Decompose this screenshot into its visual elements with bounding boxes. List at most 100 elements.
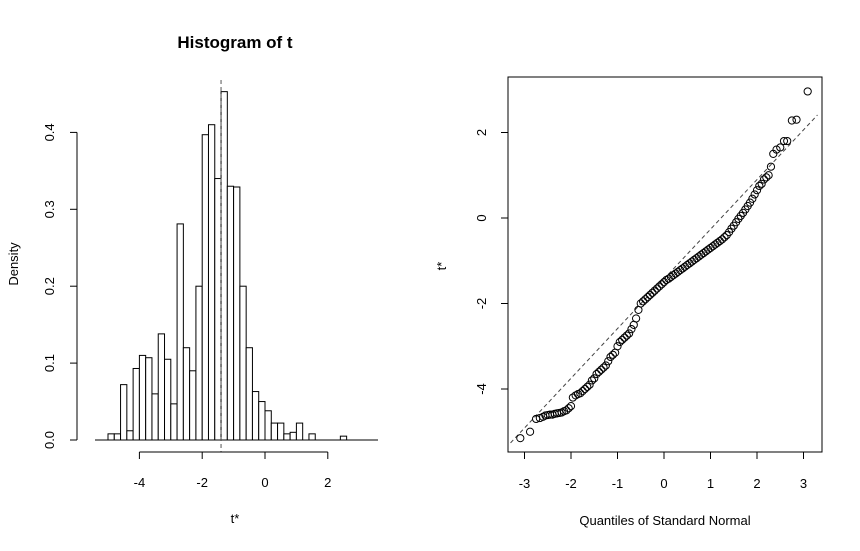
qq-point [762, 173, 771, 182]
qq-point [645, 290, 655, 300]
histogram-bars [107, 91, 348, 441]
histogram-title: Histogram of t [177, 33, 293, 52]
qq-point [606, 352, 615, 362]
qq-point [779, 136, 789, 146]
qq-plot-chart: -3 -2 -1 0 1 2 3 -4 -2 0 2 Quantiles of Standard … [434, 76, 823, 528]
histogram-bar [145, 357, 153, 441]
histogram-bar [264, 410, 272, 441]
histogram-bar [189, 370, 197, 441]
qq-point [590, 374, 599, 383]
qq-point [755, 181, 764, 191]
histogram-y-axis: 0.0 0.1 0.2 0.3 0.4 [42, 123, 78, 449]
histogram-y-tick-label: 0.2 [42, 277, 57, 295]
qq-x-tick-label: -2 [565, 476, 577, 491]
histogram-bar [308, 433, 316, 441]
qq-point [608, 350, 617, 359]
histogram-y-tick-label: 0.1 [42, 354, 57, 372]
qq-point [627, 325, 636, 334]
histogram-y-tick-label: 0.3 [42, 200, 57, 218]
qq-point [803, 87, 812, 96]
qq-point [792, 115, 801, 124]
qq-point [597, 365, 606, 374]
qq-point [564, 404, 573, 413]
histogram-y-tick-label: 0.0 [42, 431, 57, 449]
histogram-x-label: t* [231, 511, 240, 526]
histogram-bar [120, 384, 128, 441]
qq-point [655, 282, 664, 291]
qq-point [750, 190, 759, 199]
qq-point [759, 175, 769, 184]
qq-plot-frame [507, 76, 823, 453]
qq-y-tick-label: 2 [474, 129, 489, 136]
qq-point [643, 292, 652, 302]
qq-point [632, 314, 641, 323]
histogram-bar [107, 433, 115, 441]
qq-point [618, 335, 627, 344]
qq-x-tick-label: 2 [753, 476, 760, 491]
qq-point [752, 186, 762, 195]
histogram-bar [245, 347, 253, 441]
qq-point [516, 434, 525, 443]
qq-point [562, 406, 571, 415]
histogram-bar [138, 354, 147, 441]
histogram-x-tick-label: 2 [324, 475, 331, 490]
histogram-bar [164, 358, 172, 441]
qq-x-tick-label: -3 [519, 476, 531, 491]
histogram-bar [289, 431, 297, 441]
qq-y-label: t* [434, 262, 449, 271]
histogram-bar [339, 435, 348, 441]
qq-y-tick-label: 0 [474, 214, 489, 221]
histogram-bar [251, 391, 260, 441]
histogram-bar [201, 134, 209, 441]
qq-point [636, 299, 645, 308]
qq-point [718, 235, 727, 244]
qq-point [748, 194, 757, 203]
qq-point [604, 357, 613, 366]
histogram-x-tick-label: -2 [196, 475, 208, 490]
histogram-y-tick-label: 0.4 [42, 123, 57, 141]
qq-point [599, 363, 608, 372]
histogram-bar [277, 422, 285, 441]
histogram-bar [214, 178, 222, 441]
qq-point [776, 143, 785, 152]
qq-point [648, 288, 657, 297]
qq-point [764, 171, 773, 180]
histogram-bar [258, 401, 266, 441]
histogram-bar [132, 367, 140, 441]
qq-point [641, 295, 650, 304]
qq-point [652, 284, 662, 293]
qq-y-axis: -4 -2 0 2 [474, 129, 508, 395]
qq-point [615, 337, 624, 347]
histogram-bar [283, 433, 291, 441]
qq-point [583, 382, 592, 391]
qq-point [783, 136, 792, 146]
qq-x-tick-label: 0 [660, 476, 667, 491]
histogram-bar [157, 333, 166, 441]
histogram-bar [207, 124, 216, 441]
histogram-bar [170, 403, 178, 441]
histogram-bar [270, 422, 279, 441]
histogram-bar [176, 223, 184, 441]
qq-point [638, 297, 648, 306]
qq-point [592, 369, 601, 379]
histogram-bar [126, 430, 134, 441]
qq-point [580, 384, 590, 394]
qq-point [787, 116, 796, 125]
qq-point [766, 162, 776, 171]
qq-x-tick-label: -1 [612, 476, 624, 491]
qq-point [620, 333, 629, 342]
qq-point [525, 427, 535, 436]
qq-point [650, 286, 659, 295]
qq-point [578, 387, 587, 396]
histogram-x-tick-label: 0 [261, 475, 268, 490]
histogram-bar [182, 347, 191, 441]
qq-point [625, 329, 634, 338]
qq-y-tick-label: -4 [474, 383, 489, 395]
qq-point [557, 408, 566, 417]
qq-point [587, 376, 597, 385]
qq-x-label: Quantiles of Standard Normal [579, 513, 750, 528]
qq-point [613, 342, 622, 351]
qq-point [585, 380, 594, 389]
histogram-x-tick-label: -4 [134, 475, 146, 490]
